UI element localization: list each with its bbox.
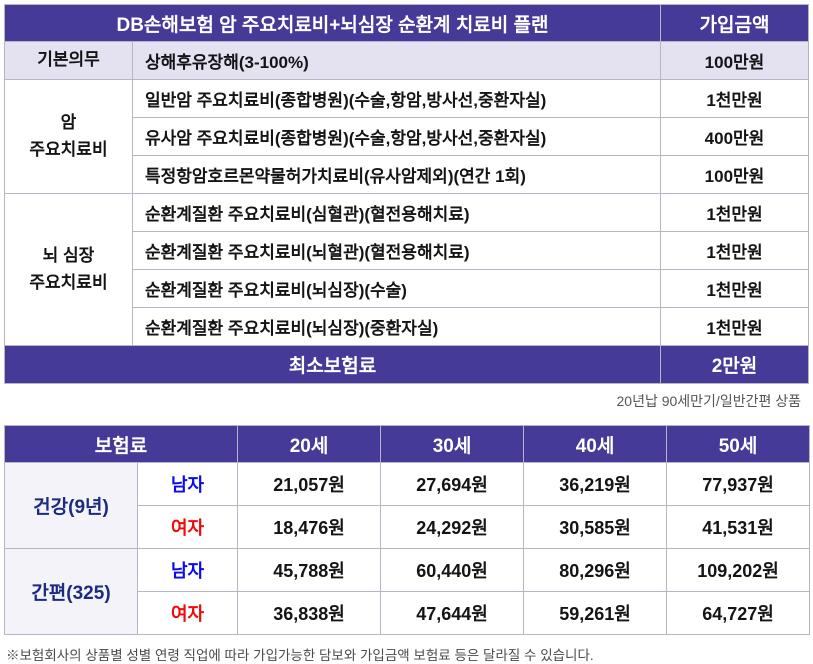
- plan-note: 20년납 90세만기/일반간편 상품: [616, 393, 802, 409]
- premium-value: 30,585원: [523, 505, 668, 549]
- plan-title: DB손해보험 암 주요치료비+뇌심장 순환계 치료비 플랜: [4, 4, 661, 42]
- min-premium-row: 최소보험료 2만원: [4, 345, 809, 384]
- table-row: 순환계질환 주요치료비(뇌심장)(중환자실) 1천만원: [5, 307, 809, 346]
- table-row: 뇌 심장 주요치료비 순환계질환 주요치료비(심혈관)(혈전용해치료) 1천만원: [4, 193, 809, 346]
- age-header-20: 20세: [237, 425, 382, 463]
- premium-value: 27,694원: [380, 462, 525, 506]
- premium-value: 41,531원: [666, 505, 811, 549]
- coverage-item: 상해후유장해(3-100%): [132, 41, 661, 80]
- table-row: 여자 36,838원 47,644원 59,261원 64,727원: [5, 591, 811, 635]
- coverage-amount: 100만원: [660, 41, 809, 80]
- age-header-40: 40세: [523, 425, 668, 463]
- premium-value: 45,788원: [237, 548, 382, 592]
- coverage-item: 순환계질환 주요치료비(뇌혈관)(혈전용해치료): [132, 231, 661, 270]
- premium-value: 59,261원: [523, 591, 668, 635]
- coverage-item: 순환계질환 주요치료비(뇌심장)(수술): [132, 269, 661, 308]
- coverage-amount: 1천만원: [660, 231, 809, 270]
- premium-value: 47,644원: [380, 591, 525, 635]
- coverage-amount: 1천만원: [660, 269, 809, 308]
- premium-value: 21,057원: [237, 462, 382, 506]
- coverage-group-brain-heart: 뇌 심장 주요치료비: [4, 193, 133, 346]
- coverage-amount: 100만원: [660, 155, 809, 194]
- premium-value: 64,727원: [666, 591, 811, 635]
- premium-value: 109,202원: [666, 548, 811, 592]
- age-header-50: 50세: [666, 425, 811, 463]
- premium-table: 보험료 20세 30세 40세 50세 건강(9년) 남자 21,057원 27…: [3, 425, 811, 635]
- gender-label-male: 남자: [136, 462, 239, 506]
- coverage-amount: 1천만원: [660, 307, 809, 346]
- coverage-group-basic: 기본의무: [4, 41, 133, 80]
- coverage-amount: 1천만원: [660, 79, 809, 118]
- premium-value: 36,219원: [523, 462, 668, 506]
- product-group-simplified: 간편(325): [4, 548, 138, 635]
- table-row: 순환계질환 주요치료비(뇌혈관)(혈전용해치료) 1천만원: [5, 231, 809, 270]
- min-premium-label: 최소보험료: [4, 345, 661, 384]
- plan-coverage-table: DB손해보험 암 주요치료비+뇌심장 순환계 치료비 플랜 가입금액 기본의무 …: [4, 4, 809, 384]
- min-premium-amount: 2만원: [660, 345, 809, 384]
- coverage-item: 순환계질환 주요치료비(심혈관)(혈전용해치료): [132, 193, 661, 232]
- coverage-item: 유사암 주요치료비(종합병원)(수술,항암,방사선,중환자실): [132, 117, 661, 156]
- table-row: 암 주요치료비 일반암 주요치료비(종합병원)(수술,항암,방사선,중환자실) …: [4, 79, 809, 194]
- premium-value: 18,476원: [237, 505, 382, 549]
- product-group-health: 건강(9년): [4, 462, 138, 549]
- table-row: 건강(9년) 남자 21,057원 27,694원 36,219원 77,937…: [4, 462, 811, 549]
- table-row: 기본의무 상해후유장해(3-100%) 100만원: [4, 41, 809, 80]
- premium-column-header: 보험료: [3, 425, 239, 463]
- gender-label-female: 여자: [136, 505, 239, 549]
- coverage-amount: 400만원: [660, 117, 809, 156]
- disclaimer-footnote: ※보험회사의 상품별 성별 연령 직업에 따라 가입가능한 담보와 가입금액 보…: [6, 648, 594, 663]
- premium-value: 36,838원: [237, 591, 382, 635]
- gender-label-male: 남자: [136, 548, 239, 592]
- age-header-30: 30세: [380, 425, 525, 463]
- premium-value: 24,292원: [380, 505, 525, 549]
- amount-column-header: 가입금액: [660, 4, 809, 42]
- table-row: 순환계질환 주요치료비(뇌심장)(수술) 1천만원: [5, 269, 809, 308]
- table-row: 유사암 주요치료비(종합병원)(수술,항암,방사선,중환자실) 400만원: [5, 117, 809, 156]
- premium-value: 60,440원: [380, 548, 525, 592]
- coverage-item: 일반암 주요치료비(종합병원)(수술,항암,방사선,중환자실): [132, 79, 661, 118]
- gender-label-female: 여자: [136, 591, 239, 635]
- premium-value: 80,296원: [523, 548, 668, 592]
- premium-value: 77,937원: [666, 462, 811, 506]
- coverage-item: 순환계질환 주요치료비(뇌심장)(중환자실): [132, 307, 661, 346]
- table-row: 여자 18,476원 24,292원 30,585원 41,531원: [5, 505, 811, 549]
- coverage-item: 특정항암호르몬약물허가치료비(유사암제외)(연간 1회): [132, 155, 661, 194]
- coverage-group-cancer: 암 주요치료비: [4, 79, 133, 194]
- table-row: 간편(325) 남자 45,788원 60,440원 80,296원 109,2…: [4, 548, 811, 635]
- coverage-amount: 1천만원: [660, 193, 809, 232]
